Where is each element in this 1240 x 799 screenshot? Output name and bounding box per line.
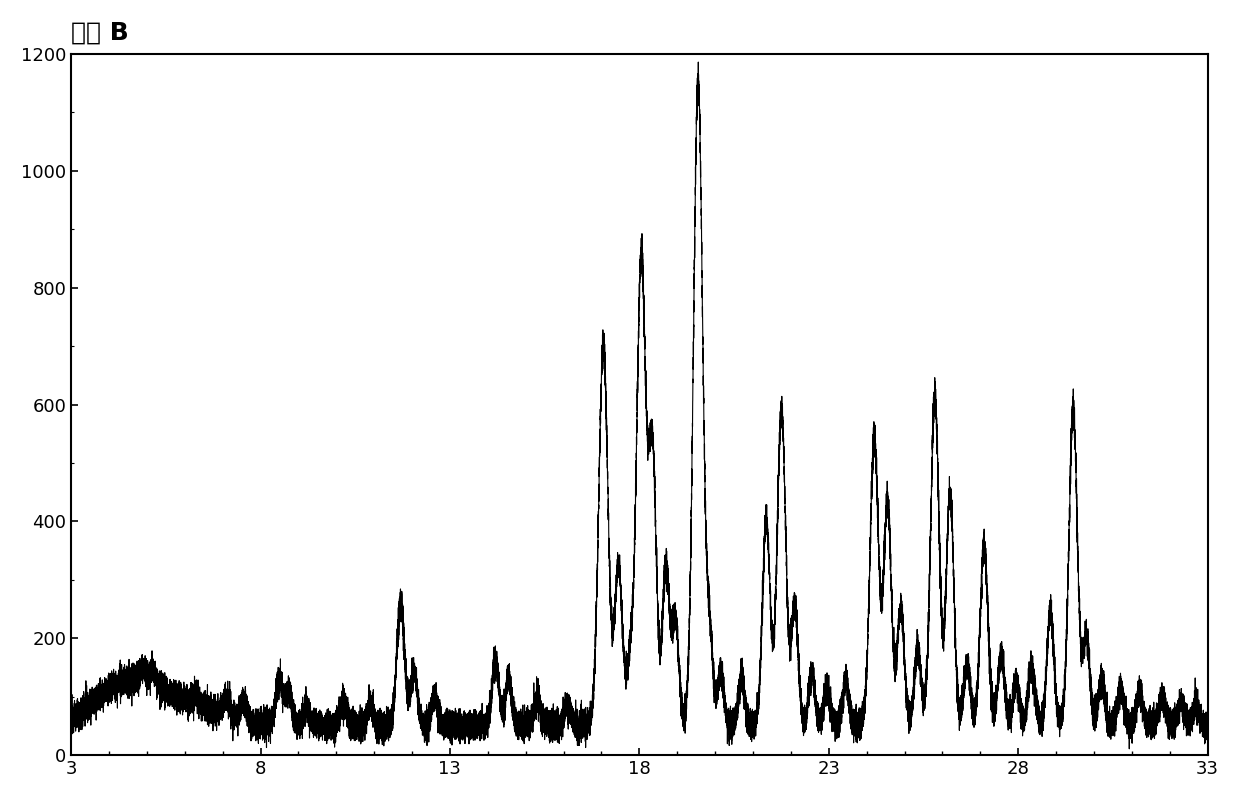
Text: 晶型 B: 晶型 B	[71, 21, 129, 45]
